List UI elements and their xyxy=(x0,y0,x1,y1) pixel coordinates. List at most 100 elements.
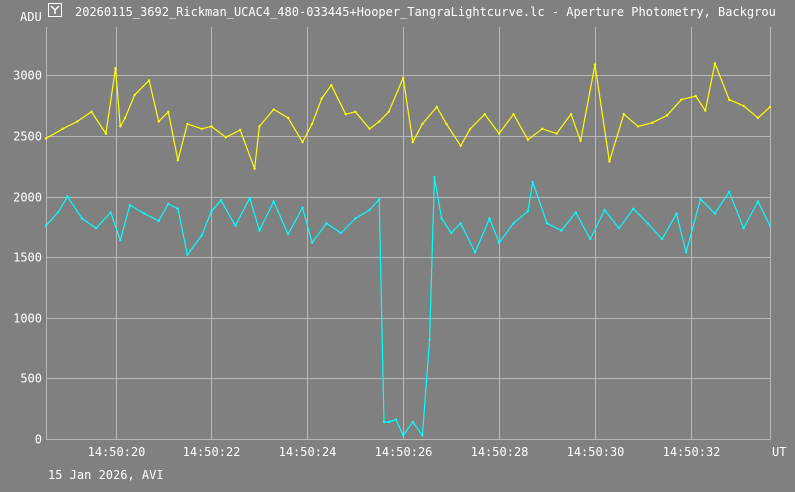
series-2-point xyxy=(66,195,69,198)
series-2-point xyxy=(167,202,170,206)
series-2-point xyxy=(488,217,491,220)
series-2-point xyxy=(143,212,146,215)
series-2-point xyxy=(234,224,237,227)
series-1-point xyxy=(157,120,160,123)
series-2-point xyxy=(497,241,501,244)
series-2-point xyxy=(459,222,462,225)
series-1-point xyxy=(224,136,227,139)
series-1-point xyxy=(354,110,357,114)
series-2-point xyxy=(56,211,60,214)
series-2-point xyxy=(675,212,678,215)
series-1-point xyxy=(704,109,707,112)
series-1-line xyxy=(45,62,771,170)
series-1-point xyxy=(301,140,304,144)
series-2-point xyxy=(378,197,381,201)
series-2-point xyxy=(258,229,261,232)
series-1-point xyxy=(186,122,189,126)
series-1-point xyxy=(387,110,390,114)
series-2-point xyxy=(560,229,563,232)
series-1-point xyxy=(286,116,290,120)
series-1-point xyxy=(636,125,640,128)
series-2-point xyxy=(176,207,180,210)
x-tick-label: 14:50:20 xyxy=(88,445,146,459)
series-2-point xyxy=(354,217,357,220)
series-1-point xyxy=(147,79,151,82)
y-tick-label: 1000 xyxy=(13,312,42,326)
series-1-point xyxy=(768,105,772,109)
series-1-point xyxy=(76,120,79,123)
series-2-point xyxy=(473,251,477,254)
series-2-point xyxy=(80,217,84,220)
series-2-point xyxy=(186,253,189,256)
series-2-point xyxy=(684,251,688,254)
series-1-point xyxy=(119,125,122,128)
series-1-point xyxy=(272,108,275,111)
series-1-point xyxy=(239,128,242,132)
series-1-point xyxy=(497,132,501,135)
series-1-point xyxy=(378,120,381,123)
series-2-point xyxy=(119,239,122,242)
series-2-point xyxy=(109,211,112,214)
series-1-point xyxy=(258,125,261,128)
series-1-point xyxy=(210,125,213,128)
x-tick-label: 14:50:24 xyxy=(279,445,337,459)
series-2-point xyxy=(325,222,328,225)
series-2-point xyxy=(44,224,48,227)
series-1-point xyxy=(593,63,597,66)
series-2-point xyxy=(339,231,343,235)
series-2-point xyxy=(768,224,772,227)
series-2-point xyxy=(433,176,436,179)
series-1-point xyxy=(344,113,347,116)
series-2-point xyxy=(728,190,731,193)
title-bar: 20260115_3692_Rickman_UCAC4_480-033445+H… xyxy=(48,3,795,19)
series-2-point xyxy=(742,227,745,230)
series-1-point xyxy=(569,113,573,116)
series-1-point xyxy=(104,132,108,135)
series-2-point xyxy=(603,208,606,212)
series-1-point xyxy=(320,97,323,100)
series-1-point xyxy=(445,122,448,126)
series-1-point xyxy=(541,127,544,130)
series-1-point xyxy=(368,127,371,130)
series-1-point xyxy=(579,139,582,143)
x-tick-label: 14:50:28 xyxy=(471,445,529,459)
series-2-point xyxy=(660,237,664,241)
y-tick-label: 1500 xyxy=(13,251,42,265)
series-2-point xyxy=(421,434,424,437)
series-2-point xyxy=(589,237,592,241)
series-1-point xyxy=(459,144,462,147)
series-1-point xyxy=(133,93,136,97)
x-tick-label: 14:50:22 xyxy=(183,445,241,459)
series-1-point xyxy=(402,76,405,80)
series-1-point xyxy=(622,113,625,116)
series-1-point xyxy=(608,160,611,163)
series-1-point xyxy=(555,132,558,135)
series-2-point xyxy=(286,233,290,236)
series-2-point xyxy=(210,210,213,213)
y-tick-label: 0 xyxy=(35,433,42,447)
x-axis-label: UT xyxy=(772,445,786,459)
x-tick-label: 14:50:30 xyxy=(567,445,625,459)
series-2-point xyxy=(632,207,635,210)
series-2-point xyxy=(219,199,223,202)
series-1-point xyxy=(310,122,314,126)
series-1-point xyxy=(526,138,530,141)
series-1-point xyxy=(469,127,472,130)
series-2-point xyxy=(95,227,98,230)
series-2-point xyxy=(617,227,621,230)
series-2-line xyxy=(45,176,771,436)
footer-caption: 15 Jan 2026, AVI xyxy=(48,468,164,482)
series-2-point xyxy=(200,234,203,237)
series-1-point xyxy=(200,127,203,130)
series-1-point xyxy=(742,104,745,108)
series-2-point xyxy=(368,208,371,212)
series-2-point xyxy=(157,219,160,223)
app-icon xyxy=(48,3,62,17)
y-axis-label: ADU xyxy=(20,10,42,24)
series-2-point xyxy=(248,196,251,200)
window-title: 20260115_3692_Rickman_UCAC4_480-033445+H… xyxy=(75,5,776,19)
series-1-point xyxy=(176,159,180,162)
series-2-point xyxy=(272,200,275,203)
